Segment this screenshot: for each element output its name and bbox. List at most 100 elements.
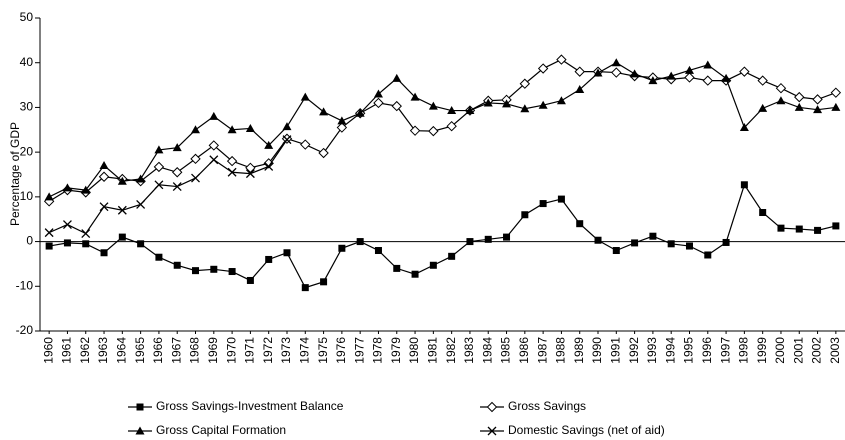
x-tick-label: 1966 [151,337,165,364]
marker [373,89,383,98]
marker [137,240,145,248]
x-tick-label: 1986 [517,337,531,364]
marker [355,108,365,117]
marker [227,167,237,177]
marker [118,233,126,241]
marker [356,238,364,246]
marker [98,171,110,182]
marker [556,54,567,65]
x-tick-label: 1999 [755,337,769,364]
marker [410,92,420,101]
marker [391,100,402,112]
x-tick-label: 1977 [352,337,366,364]
y-tick-label: -10 [16,278,34,292]
series [44,135,292,238]
x-tick-label: 1965 [133,337,147,364]
x-tick-label: 2001 [791,337,805,364]
marker [448,252,456,260]
x-tick-label: 1988 [554,337,568,364]
marker [649,232,657,240]
x-tick-label: 1982 [444,337,458,364]
marker [245,162,256,174]
marker [487,426,497,436]
x-tick-label: 1993 [645,337,659,364]
x-tick-label: 1991 [608,337,622,364]
x-tick-label: 1963 [96,337,110,364]
x-tick-label: 1976 [334,337,348,364]
marker [812,94,823,105]
marker [135,426,145,435]
marker [684,72,695,83]
marker [264,140,274,149]
x-tick-label: 2002 [810,337,824,364]
y-tick-label: -20 [16,323,34,337]
marker [593,68,603,77]
marker [209,155,219,165]
marker [245,169,255,179]
marker [191,173,200,183]
marker [813,105,823,114]
marker [539,200,547,208]
x-tick-label: 1969 [206,337,220,364]
marker [794,102,804,111]
y-tick-label: 40 [20,55,34,69]
y-tick-label: 0 [26,234,33,248]
x-tick-label: 1962 [78,337,92,364]
marker [830,87,842,98]
marker [63,239,71,247]
marker [117,205,127,215]
marker [172,143,182,152]
marker [154,180,164,190]
marker [411,270,419,278]
marker [703,60,713,69]
legend-label: Gross Savings [508,399,586,413]
x-tick-label: 1973 [279,337,293,364]
x-tick-label: 1961 [60,337,74,364]
y-tick-label: 20 [20,144,34,158]
marker [45,242,53,250]
marker [832,222,840,230]
marker [486,401,498,413]
marker [722,238,730,246]
series-line [49,183,836,289]
marker [409,125,421,136]
legend-item: Gross Savings-Investment Balance [128,399,344,413]
x-tick-label: 2000 [773,337,787,364]
x-tick-label: 1981 [426,337,440,364]
y-tick-label: 50 [20,10,34,24]
marker [520,104,530,113]
x-tick-label: 1990 [590,337,604,364]
marker [62,183,72,192]
marker [795,225,803,233]
marker [283,249,291,257]
x-tick-label: 1995 [682,337,696,364]
marker [831,102,841,111]
marker [777,224,785,232]
legend-label: Gross Savings-Investment Balance [156,399,344,413]
marker [704,251,712,259]
series [45,181,840,292]
marker [301,284,309,292]
marker [245,123,255,132]
marker [246,276,254,284]
marker [81,229,91,238]
marker [721,73,731,82]
marker [521,211,529,219]
marker [173,261,181,269]
marker [82,240,90,248]
x-tick-label: 1967 [169,337,183,364]
marker [667,240,675,248]
marker [537,63,549,74]
marker [428,125,439,137]
marker [319,107,329,116]
marker [775,82,787,94]
x-tick-label: 1971 [243,337,257,364]
marker [484,235,492,243]
marker [814,226,822,234]
marker [99,202,109,212]
x-tick-label: 1984 [480,337,494,364]
x-tick-label: 1994 [663,337,677,364]
marker [611,58,621,67]
marker [100,249,108,257]
marker [228,268,236,276]
